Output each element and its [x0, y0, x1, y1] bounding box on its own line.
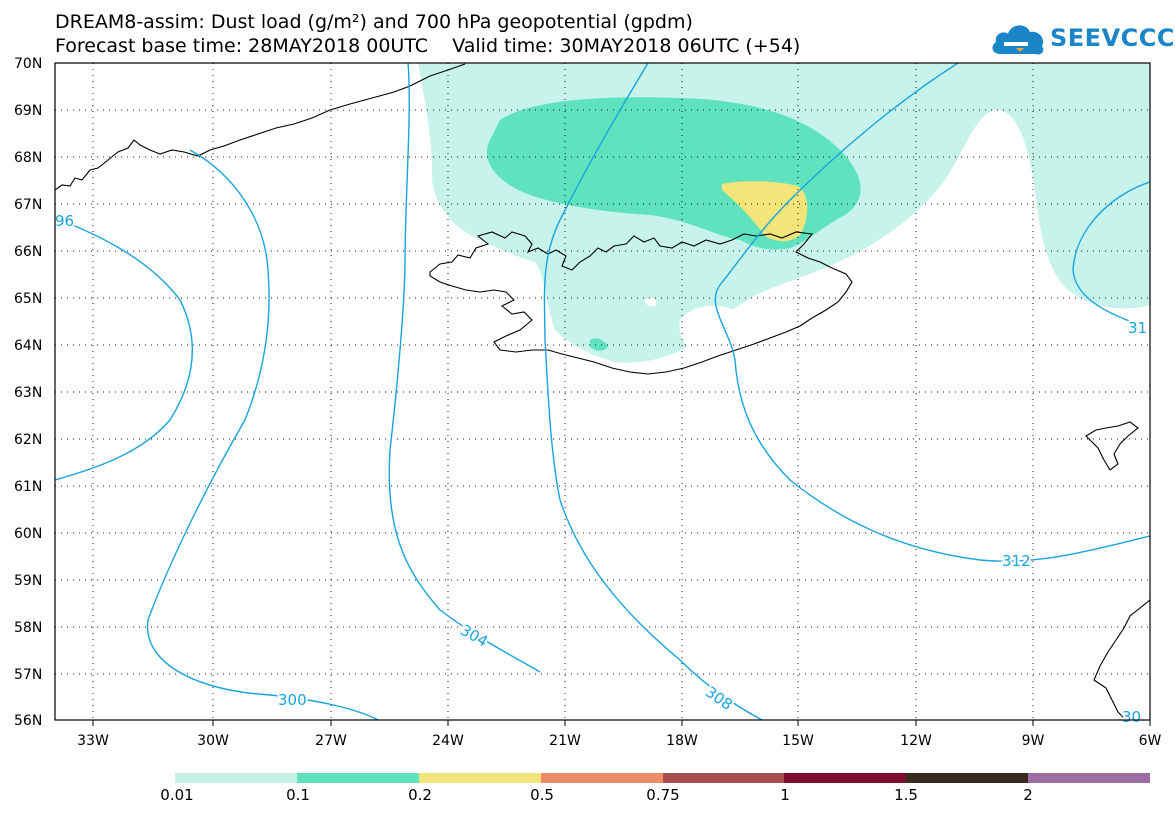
lon-label: 18W	[666, 733, 698, 749]
contour-label-300: 300	[278, 691, 307, 709]
contour-label-312: 312	[1002, 552, 1031, 570]
legend-label: 0.1	[286, 786, 310, 804]
legend-swatch	[296, 773, 419, 783]
map-title: DREAM8-assim: Dust load (g/m²) and 700 h…	[55, 11, 693, 33]
scotland-coast	[1093, 599, 1150, 720]
lon-label: 6W	[1139, 733, 1162, 749]
lat-label: 60N	[14, 526, 42, 542]
dust-free-hole	[679, 305, 764, 354]
axis-ticks	[92, 720, 1151, 726]
contour-label-31: 31	[1128, 319, 1147, 337]
lat-label: 63N	[14, 385, 42, 401]
lon-label: 21W	[549, 733, 581, 749]
lon-label: 9W	[1022, 733, 1045, 749]
legend-swatch	[1028, 773, 1150, 783]
legend-swatch	[540, 773, 663, 783]
lat-lon-grid	[55, 63, 1150, 720]
geopotential-contours	[55, 63, 1150, 720]
legend-label: 0.01	[160, 786, 194, 804]
cloud-logo-icon	[992, 25, 1044, 55]
faroe-islands	[1085, 421, 1139, 471]
dust-free-patch	[645, 297, 657, 307]
lon-label: 15W	[782, 733, 814, 749]
lat-label: 67N	[14, 197, 42, 213]
lat-label: 57N	[14, 667, 42, 683]
lon-label: 24W	[432, 733, 464, 749]
lat-label: 66N	[14, 244, 42, 260]
contour-label-96: 96	[55, 212, 74, 230]
legend-label: 0.2	[408, 786, 432, 804]
legend-label: 2	[1023, 786, 1033, 804]
legend-label: 0.75	[646, 786, 680, 804]
contour-label-308: 308	[702, 683, 736, 714]
legend-swatch	[175, 773, 297, 783]
logo-text: SEEVCCC	[1050, 24, 1175, 52]
lon-label: 27W	[315, 733, 347, 749]
lon-label: 12W	[900, 733, 932, 749]
iceland-coast	[429, 231, 853, 375]
map-frame	[54, 62, 1151, 721]
greenland-coast	[55, 63, 466, 191]
dust-map: 300 304 308 312 96 31 30 70N 69N 68N 67N…	[14, 56, 1162, 749]
legend-label: 1	[780, 786, 790, 804]
dust-area-high	[722, 181, 808, 242]
lat-label: 64N	[14, 338, 42, 354]
lat-label: 56N	[14, 713, 42, 729]
legend-swatch	[662, 773, 785, 783]
lon-labels: 33W 30W 27W 24W 21W 18W 15W 12W 9W 6W	[77, 733, 1161, 749]
lat-labels: 70N 69N 68N 67N 66N 65N 64N 63N 62N 61N …	[14, 56, 42, 729]
contour-label-30: 30	[1122, 708, 1141, 726]
lat-label: 65N	[14, 291, 42, 307]
lon-label: 30W	[197, 733, 229, 749]
lat-label: 70N	[14, 56, 42, 72]
legend-swatch	[784, 773, 907, 783]
legend-swatch	[418, 773, 541, 783]
legend-swatch	[906, 773, 1029, 783]
legend-label: 1.5	[894, 786, 918, 804]
lat-label: 59N	[14, 573, 42, 589]
seevccc-logo: SEEVCCC	[990, 20, 1175, 60]
legend-label: 0.5	[530, 786, 554, 804]
lon-label: 33W	[77, 733, 109, 749]
lat-label: 62N	[14, 432, 42, 448]
lat-label: 58N	[14, 620, 42, 636]
lat-label: 61N	[14, 479, 42, 495]
color-legend	[175, 773, 1150, 783]
lat-label: 69N	[14, 103, 42, 119]
lat-label: 68N	[14, 150, 42, 166]
forecast-time: Forecast base time: 28MAY2018 00UTC Vali…	[55, 35, 801, 57]
dust-spot-mid	[590, 338, 608, 351]
